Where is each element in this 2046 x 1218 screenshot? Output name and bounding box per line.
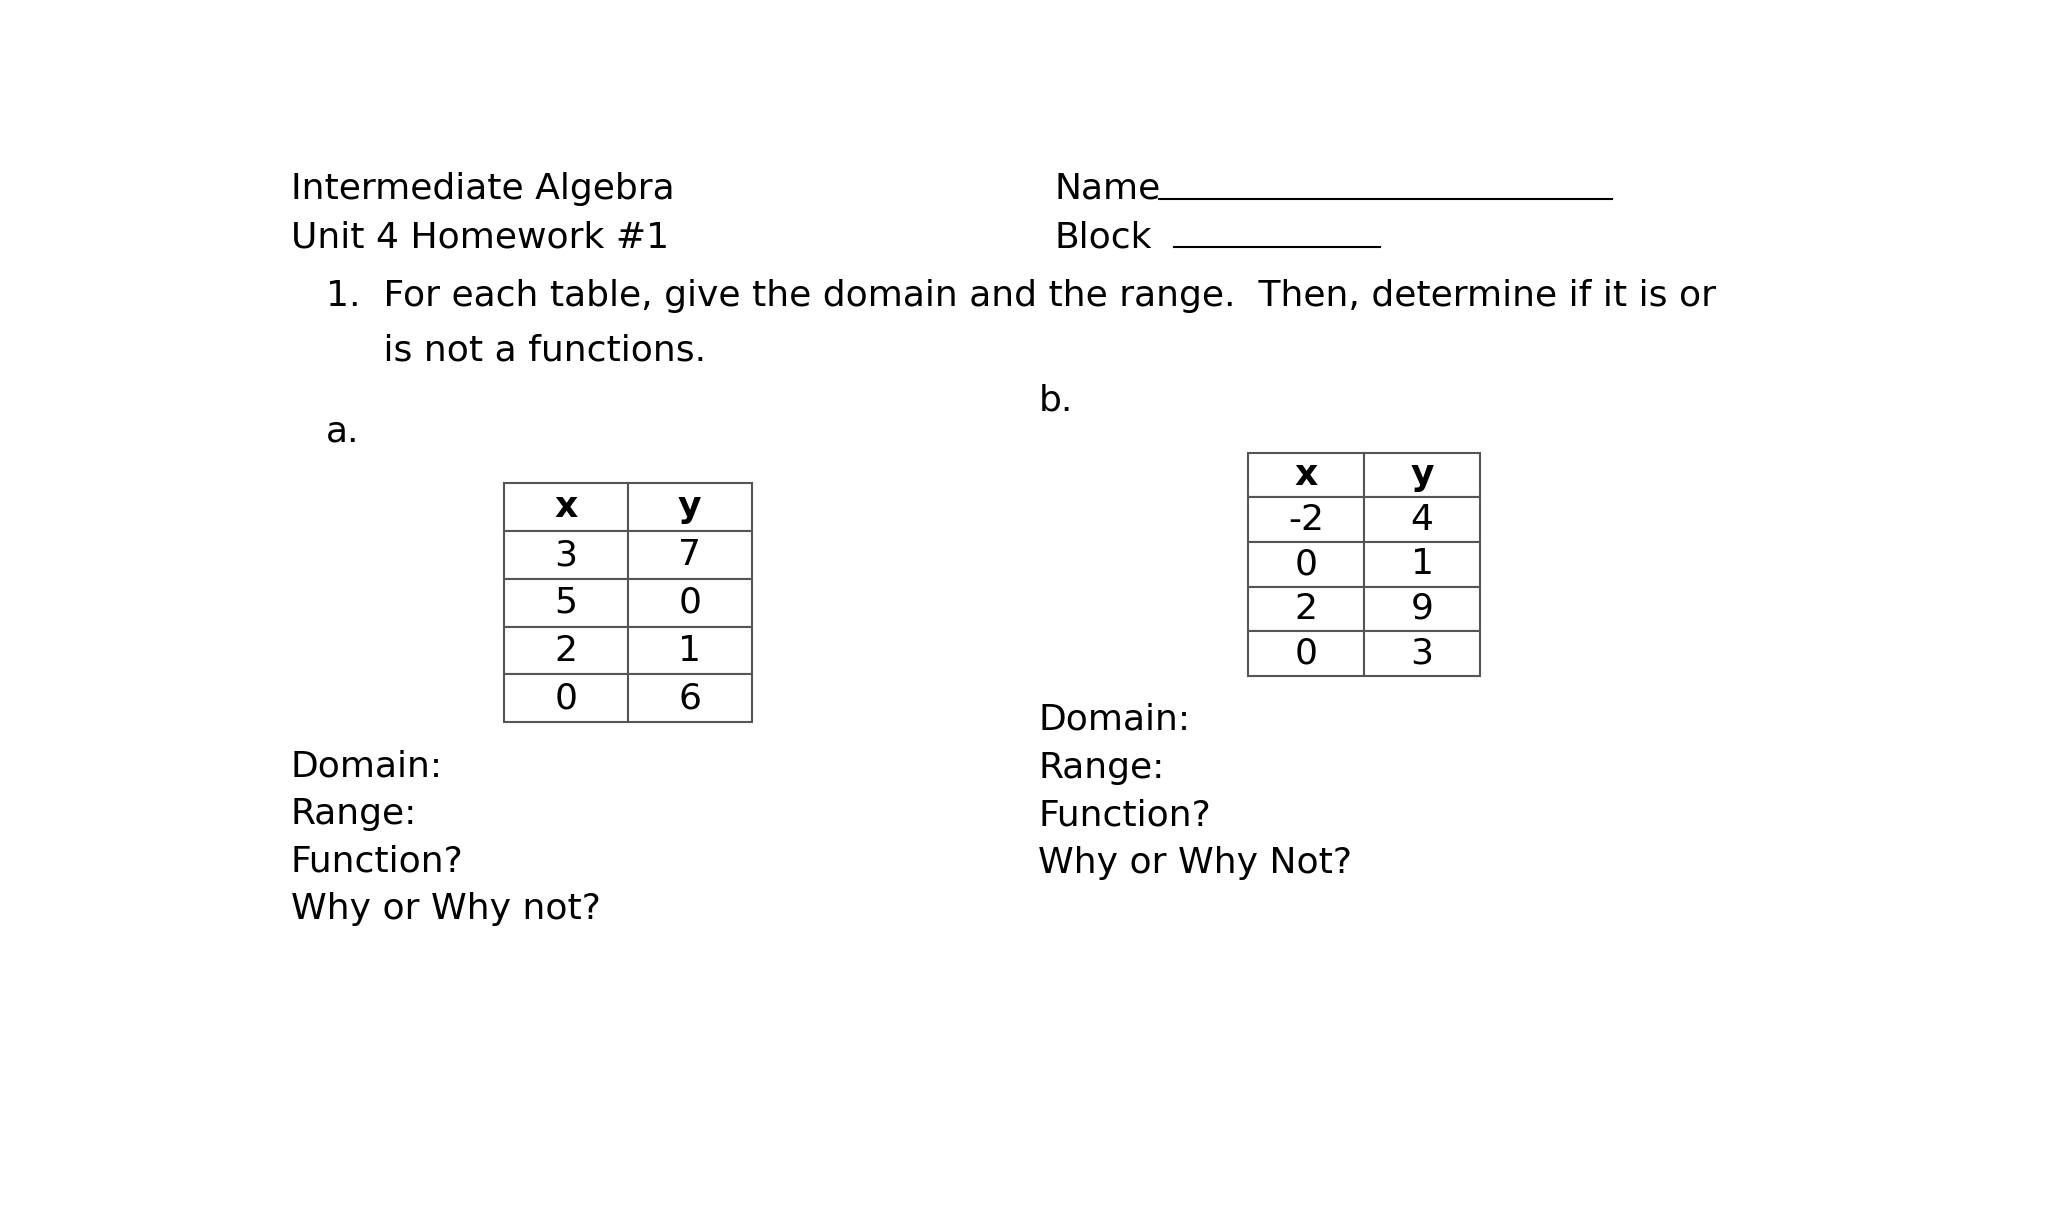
Text: Why or Why not?: Why or Why not?	[291, 893, 599, 927]
Text: a.: a.	[325, 414, 358, 448]
Bar	[628, 579, 751, 626]
Text: 1: 1	[679, 633, 702, 667]
Bar	[628, 675, 751, 722]
Text: 7: 7	[679, 538, 702, 572]
Bar	[1365, 631, 1479, 676]
Bar	[1248, 453, 1365, 497]
Text: 0: 0	[1295, 637, 1318, 671]
Bar	[1365, 453, 1479, 497]
Text: Domain:: Domain:	[1039, 703, 1191, 737]
Text: Block: Block	[1054, 220, 1152, 255]
Bar	[1365, 497, 1479, 542]
Text: Function?: Function?	[291, 844, 462, 878]
Text: -2: -2	[1287, 503, 1324, 537]
Text: Unit 4 Homework #1: Unit 4 Homework #1	[291, 220, 669, 255]
Text: is not a functions.: is not a functions.	[325, 334, 706, 368]
Text: y: y	[677, 491, 702, 524]
Bar	[1248, 542, 1365, 587]
Bar	[503, 531, 628, 579]
Text: Name: Name	[1054, 172, 1160, 206]
Bar	[1365, 587, 1479, 631]
Bar	[628, 484, 751, 531]
Bar	[1248, 587, 1365, 631]
Text: y: y	[1410, 458, 1434, 492]
Text: 6: 6	[679, 681, 702, 715]
Text: b.: b.	[1039, 384, 1072, 418]
Text: Function?: Function?	[1039, 798, 1211, 832]
Text: 1: 1	[1410, 547, 1434, 581]
Text: 0: 0	[554, 681, 577, 715]
Text: 0: 0	[1295, 547, 1318, 581]
Bar	[628, 626, 751, 675]
Text: 3: 3	[554, 538, 577, 572]
Text: Range:: Range:	[291, 797, 417, 831]
Text: 1.  For each table, give the domain and the range.  Then, determine if it is or: 1. For each table, give the domain and t…	[325, 279, 1715, 313]
Text: x: x	[554, 491, 577, 524]
Text: 3: 3	[1410, 637, 1434, 671]
Bar	[503, 626, 628, 675]
Bar	[503, 484, 628, 531]
Bar	[1248, 631, 1365, 676]
Bar	[503, 675, 628, 722]
Text: 2: 2	[1295, 592, 1318, 626]
Text: Intermediate Algebra: Intermediate Algebra	[291, 172, 675, 206]
Bar	[628, 531, 751, 579]
Text: Domain:: Domain:	[291, 749, 442, 783]
Text: x: x	[1295, 458, 1318, 492]
Text: 9: 9	[1410, 592, 1434, 626]
Bar	[503, 579, 628, 626]
Text: 2: 2	[554, 633, 577, 667]
Text: 5: 5	[554, 586, 577, 620]
Bar	[1365, 542, 1479, 587]
Text: 4: 4	[1410, 503, 1434, 537]
Text: 0: 0	[679, 586, 702, 620]
Text: Why or Why Not?: Why or Why Not?	[1039, 847, 1352, 881]
Bar	[1248, 497, 1365, 542]
Text: Range:: Range:	[1039, 750, 1164, 784]
